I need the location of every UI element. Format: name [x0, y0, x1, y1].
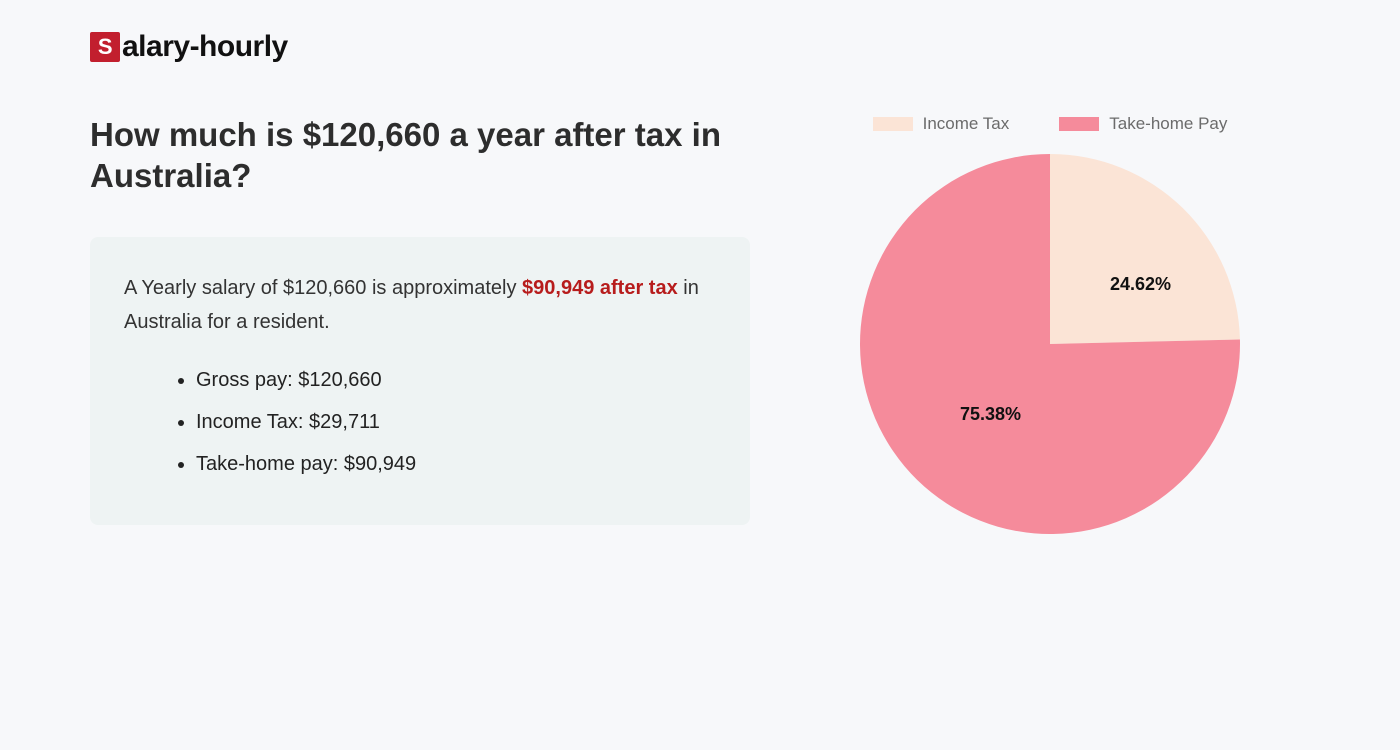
legend-label: Take-home Pay: [1109, 114, 1227, 134]
summary-highlight: $90,949 after tax: [522, 277, 678, 299]
logo-text: alary-hourly: [122, 30, 288, 64]
summary-card: A Yearly salary of $120,660 is approxima…: [90, 237, 750, 525]
site-logo: Salary-hourly: [90, 30, 1310, 64]
list-item: Gross pay: $120,660: [196, 365, 710, 395]
legend-item-income-tax: Income Tax: [873, 114, 1010, 134]
list-item: Income Tax: $29,711: [196, 407, 710, 437]
list-item: Take-home pay: $90,949: [196, 449, 710, 479]
legend-swatch: [1059, 117, 1099, 131]
chart-legend: Income Tax Take-home Pay: [873, 114, 1228, 134]
summary-prefix: A Yearly salary of $120,660 is approxima…: [124, 277, 522, 299]
slice-label-take-home: 75.38%: [960, 404, 1021, 425]
legend-item-take-home: Take-home Pay: [1059, 114, 1227, 134]
pie-chart: 24.62% 75.38%: [860, 154, 1240, 534]
summary-text: A Yearly salary of $120,660 is approxima…: [124, 271, 710, 339]
pie-svg: [860, 154, 1240, 534]
logo-icon: S: [90, 32, 120, 62]
slice-label-income-tax: 24.62%: [1110, 274, 1171, 295]
page-heading: How much is $120,660 a year after tax in…: [90, 114, 750, 197]
legend-swatch: [873, 117, 913, 131]
legend-label: Income Tax: [923, 114, 1010, 134]
breakdown-list: Gross pay: $120,660 Income Tax: $29,711 …: [124, 365, 710, 479]
